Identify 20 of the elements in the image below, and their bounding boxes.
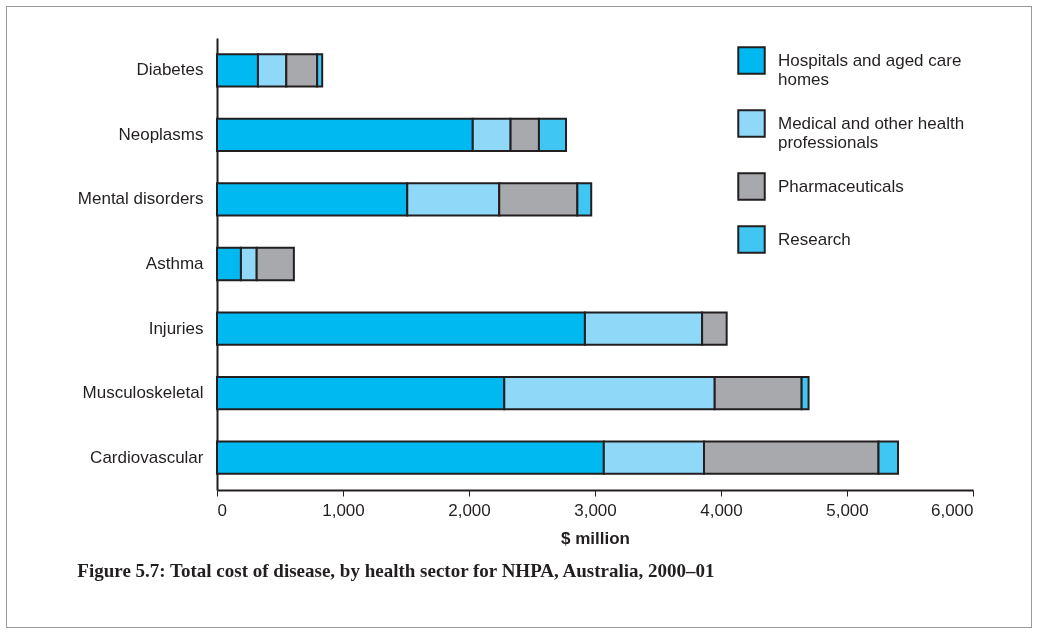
x-tick-label: 0: [217, 500, 227, 520]
y-tick-label: Diabetes: [136, 60, 204, 80]
y-tick-label: Neoplasms: [118, 124, 204, 144]
y-tick-label: Mental disorders: [77, 189, 204, 209]
x-tick-label: 3,000: [574, 500, 617, 520]
text: Figure 5.7: Total cost of disease, by health sector for NHPA, Australia, 2000–01: [77, 560, 715, 581]
y-tick-label: Injuries: [148, 318, 204, 338]
legend-label: Hospitals and aged care homes: [778, 50, 962, 89]
legend-label: Pharmaceuticals: [778, 176, 904, 196]
y-tick-label: Asthma: [145, 254, 205, 273]
x-tick-label: 6,000: [930, 500, 974, 520]
legend-label: Medical and other health professionals: [778, 113, 965, 152]
x-tick-label: 2,000: [448, 500, 491, 520]
y-tick-label: Musculoskeletal: [82, 383, 204, 403]
x-tick-label: 4,000: [700, 500, 743, 520]
x-axis-title: $ million: [561, 528, 630, 548]
y-tick-label: Cardiovascular: [90, 447, 204, 467]
x-tick-label: 1,000: [322, 500, 365, 520]
x-tick-label: 5,000: [826, 500, 869, 520]
legend-label: Research: [778, 229, 851, 249]
